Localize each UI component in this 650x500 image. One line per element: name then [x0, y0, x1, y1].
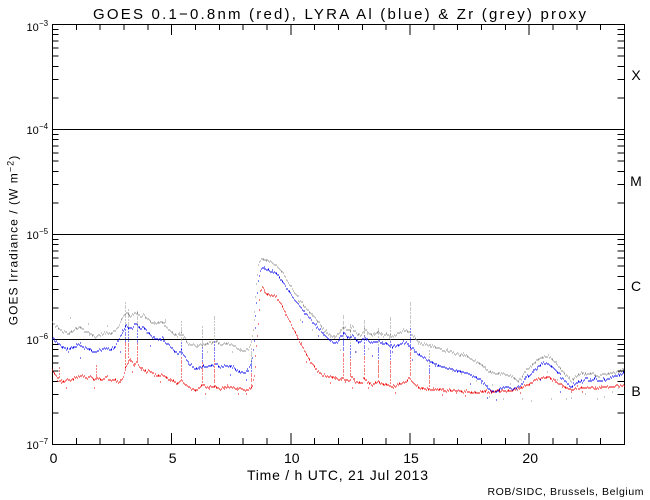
svg-text:15: 15	[403, 450, 419, 466]
svg-text:−7: −7	[39, 437, 49, 446]
svg-text:10: 10	[27, 440, 39, 452]
svg-text:5: 5	[169, 450, 177, 466]
svg-text:10: 10	[284, 450, 300, 466]
svg-text:0: 0	[50, 450, 58, 466]
svg-text:10: 10	[27, 22, 39, 34]
svg-text:10: 10	[27, 230, 39, 242]
svg-text:10: 10	[27, 335, 39, 347]
svg-text:X: X	[631, 67, 641, 83]
svg-text:−4: −4	[39, 122, 49, 131]
svg-text:−3: −3	[39, 19, 49, 28]
svg-text:C: C	[631, 278, 641, 294]
svg-text:−5: −5	[39, 227, 49, 236]
svg-text:Time / h UTC, 21 Jul 2013: Time / h UTC, 21 Jul 2013	[247, 467, 428, 483]
svg-text:B: B	[631, 383, 640, 399]
svg-text:M: M	[630, 173, 642, 189]
svg-text:GOES Irradiance / (W m−2): GOES Irradiance / (W m−2)	[6, 155, 21, 326]
svg-text:20: 20	[522, 450, 538, 466]
svg-text:10: 10	[27, 125, 39, 137]
svg-text:ROB/SIDC, Brussels, Belgium: ROB/SIDC, Brussels, Belgium	[488, 486, 644, 498]
svg-text:−6: −6	[39, 332, 49, 341]
